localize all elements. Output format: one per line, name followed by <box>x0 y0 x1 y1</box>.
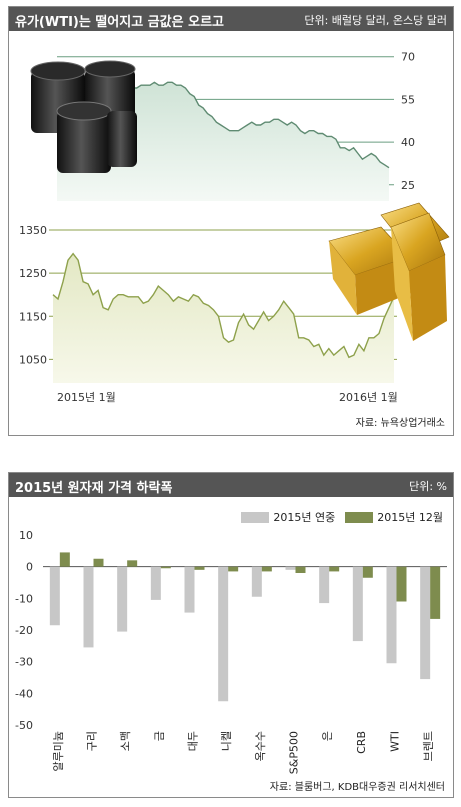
bar-dec <box>430 566 441 619</box>
gold-tick-label: 1150 <box>19 310 47 323</box>
oil-barrel-illustration <box>30 60 137 173</box>
category-label: S&P500 <box>288 731 301 774</box>
bar-dec <box>228 566 239 572</box>
bar-year <box>184 566 195 613</box>
category-label: CRB <box>355 731 368 754</box>
gold-tick-label: 1050 <box>19 353 47 366</box>
bar-dec <box>93 558 104 567</box>
category-label: 니켈 <box>220 731 233 751</box>
bar-year <box>117 566 128 632</box>
bar-year <box>319 566 330 604</box>
bar-y-tick-label: -20 <box>15 624 33 637</box>
gold-series-line <box>52 252 395 359</box>
bar-legend: 2015년 연중 2015년 12월 <box>241 509 443 525</box>
commodity-title: 2015년 원자재 가격 하락폭 <box>15 481 173 496</box>
gold-line-chart: 1350 1250 1150 1050 2015년 1월 2016년 1월 <box>19 224 398 404</box>
bar-y-tick-label: -40 <box>15 687 33 700</box>
oil-gold-unit: 단위: 배럴당 달러, 온스당 달러 <box>304 14 447 27</box>
category-label: WTI <box>389 731 402 752</box>
category-label: 구리 <box>86 731 99 751</box>
oil-gold-source: 자료: 뉴욕상업거래소 <box>355 418 445 429</box>
gold-tick-label: 1250 <box>19 267 47 280</box>
legend-dec-label: 2015년 12월 <box>377 511 443 524</box>
bar-y-tick-label: -50 <box>15 719 33 732</box>
bar-year <box>49 566 60 626</box>
bar-dec <box>127 560 138 567</box>
category-label: 옥수수 <box>254 731 267 761</box>
commodity-source: 자료: 블룸버그, KDB대우증권 리서치센터 <box>269 782 445 793</box>
oil-tick-label: 55 <box>401 93 415 106</box>
bar-year <box>352 566 363 642</box>
gold-tick-label: 1350 <box>19 224 47 237</box>
legend-year-swatch <box>241 511 270 523</box>
bar-dec <box>329 566 340 572</box>
x-axis-start-label: 2015년 1월 <box>57 391 116 404</box>
bar-y-tick-label: -10 <box>15 592 33 605</box>
x-axis-end-label: 2016년 1월 <box>339 391 398 404</box>
bar-year <box>150 566 161 600</box>
bar-dec <box>261 566 272 572</box>
category-label: 알루미늄 <box>51 731 65 771</box>
bar-year <box>218 566 229 702</box>
oil-tick-label: 25 <box>401 179 415 192</box>
bar-year <box>251 566 262 597</box>
commodity-header: 2015년 원자재 가격 하락폭 단위: % <box>9 473 453 497</box>
bar-y-tick-label: 0 <box>26 561 33 574</box>
legend-dec: 2015년 12월 <box>345 509 443 525</box>
bar-dec <box>194 566 205 570</box>
commodity-bar-chart: 10 0 -10 -20 -30 -40 -50 알루미늄 구리 소맥 금 대두 니켈 옥수수 S&P500… <box>15 529 447 774</box>
oil-gold-panel: 유가(WTI)는 떨어지고 금값은 오르고 단위: 배럴당 달러, 온스당 달러 <box>8 6 454 436</box>
oil-gold-title: 유가(WTI)는 떨어지고 금값은 오르고 <box>15 15 224 30</box>
category-label: 브렌트 <box>422 731 435 761</box>
bar-dec <box>59 552 70 567</box>
bar-dec <box>396 566 407 602</box>
category-label: 소맥 <box>119 731 132 751</box>
oil-area <box>57 82 389 201</box>
commodity-panel: 2015년 원자재 가격 하락폭 단위: % 2015년 연중 2015년 12… <box>8 472 454 798</box>
gold-area <box>53 253 394 383</box>
bar-year <box>285 566 296 570</box>
gold-bar-illustration <box>328 202 450 341</box>
oil-tick-label: 40 <box>401 136 415 149</box>
bar-year <box>420 566 431 680</box>
oil-tick-label: 70 <box>401 51 415 64</box>
legend-year-label: 2015년 연중 <box>273 511 336 524</box>
bar-y-tick-label: -30 <box>15 656 33 669</box>
category-label: 금 <box>153 731 166 741</box>
legend-dec-swatch <box>345 511 374 523</box>
bar-dec <box>160 566 171 569</box>
bar-year <box>386 566 397 664</box>
bar-dec <box>295 566 306 573</box>
bar-year <box>83 566 94 648</box>
legend-year: 2015년 연중 <box>241 509 335 525</box>
bar-y-tick-label: 10 <box>19 529 33 542</box>
oil-gold-chart: 70 55 40 25 1350 1250 1150 1050 2015년 1월 2016년 1… <box>19 51 450 404</box>
oil-gold-header: 유가(WTI)는 떨어지고 금값은 오르고 단위: 배럴당 달러, 온스당 달러 <box>9 7 453 31</box>
commodity-unit: 단위: % <box>409 480 447 493</box>
bar-dec <box>362 566 373 578</box>
category-label: 은 <box>321 731 334 741</box>
category-label: 대두 <box>187 731 200 751</box>
